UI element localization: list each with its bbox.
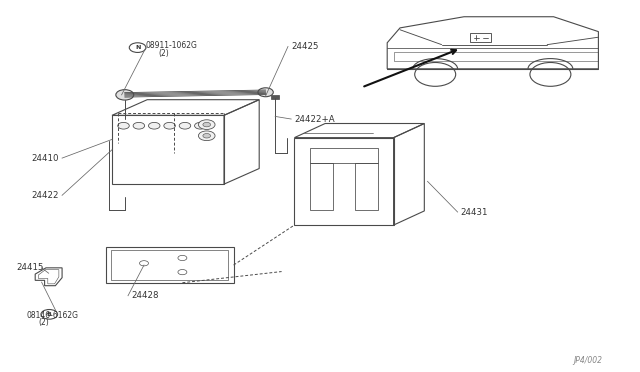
Bar xyxy=(394,52,598,61)
Text: 24410: 24410 xyxy=(31,154,59,163)
Circle shape xyxy=(116,90,134,100)
Circle shape xyxy=(133,122,145,129)
Circle shape xyxy=(198,120,215,129)
Text: N: N xyxy=(135,45,140,50)
Text: B: B xyxy=(47,312,52,317)
Text: JP4/002: JP4/002 xyxy=(573,356,602,365)
Circle shape xyxy=(118,122,129,129)
Circle shape xyxy=(148,122,160,129)
Text: 24425: 24425 xyxy=(291,42,319,51)
Text: 08911-1062G: 08911-1062G xyxy=(146,41,198,50)
Text: (2): (2) xyxy=(158,49,169,58)
Circle shape xyxy=(164,122,175,129)
Text: 08146-6162G: 08146-6162G xyxy=(27,311,79,320)
Text: 24422: 24422 xyxy=(31,191,59,200)
Circle shape xyxy=(195,122,206,129)
Circle shape xyxy=(198,131,215,141)
Text: 24431: 24431 xyxy=(461,208,488,217)
Circle shape xyxy=(258,88,273,97)
Text: 24428: 24428 xyxy=(131,291,159,300)
Text: 24415: 24415 xyxy=(16,263,44,272)
Circle shape xyxy=(203,122,211,127)
Circle shape xyxy=(179,122,191,129)
Text: 24422+A: 24422+A xyxy=(294,115,335,124)
Bar xyxy=(271,95,279,99)
Circle shape xyxy=(203,134,211,138)
Text: (2): (2) xyxy=(38,318,49,327)
Bar xyxy=(470,33,491,42)
